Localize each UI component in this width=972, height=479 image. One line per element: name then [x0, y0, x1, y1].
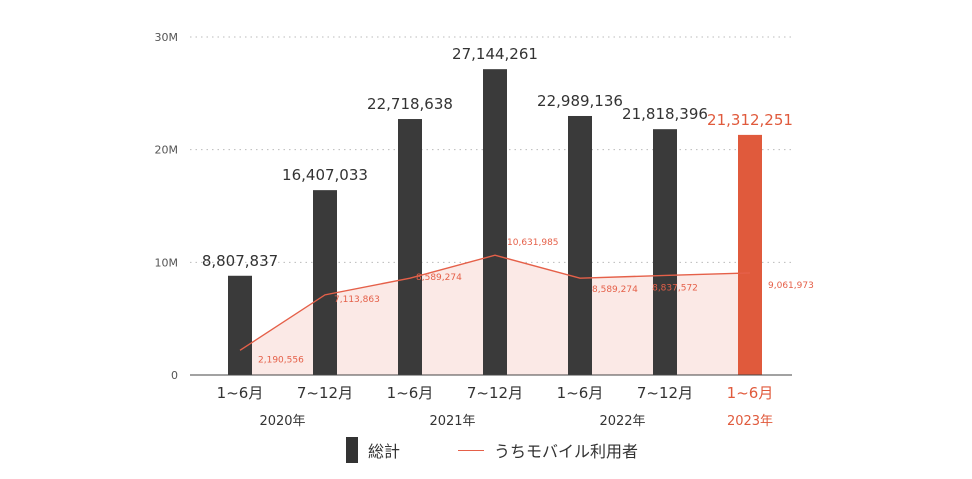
x-category-label: 7~12月 — [637, 384, 693, 402]
x-category-label: 1~6月 — [727, 384, 774, 402]
bar — [228, 275, 252, 375]
bar — [738, 134, 762, 375]
bar-value-label: 22,718,638 — [367, 95, 453, 113]
line-value-label: 8,589,274 — [592, 285, 638, 295]
legend: 総計 うちモバイル利用者 — [346, 437, 696, 463]
y-tick-label: 30M — [155, 31, 179, 44]
x-year-label: 2020年 — [259, 414, 305, 429]
bar-value-label: 8,807,837 — [202, 252, 278, 270]
bar — [398, 119, 422, 375]
bar-value-label: 21,818,396 — [622, 105, 708, 123]
bar-value-label: 16,407,033 — [282, 166, 368, 184]
legend-label-mobile: うちモバイル利用者 — [494, 442, 639, 461]
x-year-label: 2021年 — [429, 414, 475, 429]
line-value-label: 10,631,985 — [507, 238, 559, 248]
bar-value-label: 21,312,251 — [707, 111, 793, 129]
line-value-label: 8,589,274 — [416, 273, 462, 283]
bar-value-label: 22,989,136 — [537, 92, 623, 110]
x-category-label: 7~12月 — [297, 384, 353, 402]
x-category-label: 1~6月 — [387, 384, 434, 402]
x-year-label: 2023年 — [727, 414, 773, 429]
bar — [568, 115, 592, 375]
bar — [653, 129, 677, 375]
line-value-label: 8,837,572 — [652, 283, 698, 293]
line-value-label: 2,190,556 — [258, 355, 304, 365]
bar-value-label: 27,144,261 — [452, 45, 538, 63]
mobile-line — [239, 254, 751, 351]
bar — [483, 69, 507, 376]
x-category-label: 1~6月 — [217, 384, 264, 402]
y-tick-label: 10M — [155, 256, 179, 269]
bar — [313, 190, 337, 375]
y-tick-label: 0 — [171, 369, 178, 382]
x-category-label: 1~6月 — [557, 384, 604, 402]
x-category-label: 7~12月 — [467, 384, 523, 402]
legend-item-total: 総計 — [346, 437, 400, 463]
x-year-label: 2022年 — [599, 414, 645, 429]
legend-line-swatch — [458, 449, 485, 451]
legend-bar-swatch — [346, 437, 358, 463]
line-value-label: 9,061,973 — [768, 281, 814, 291]
legend-label-total: 総計 — [368, 442, 401, 461]
line-value-label: 7,113,863 — [334, 295, 380, 305]
y-tick-label: 20M — [155, 144, 179, 157]
legend-item-mobile: うちモバイル利用者 — [458, 438, 638, 462]
